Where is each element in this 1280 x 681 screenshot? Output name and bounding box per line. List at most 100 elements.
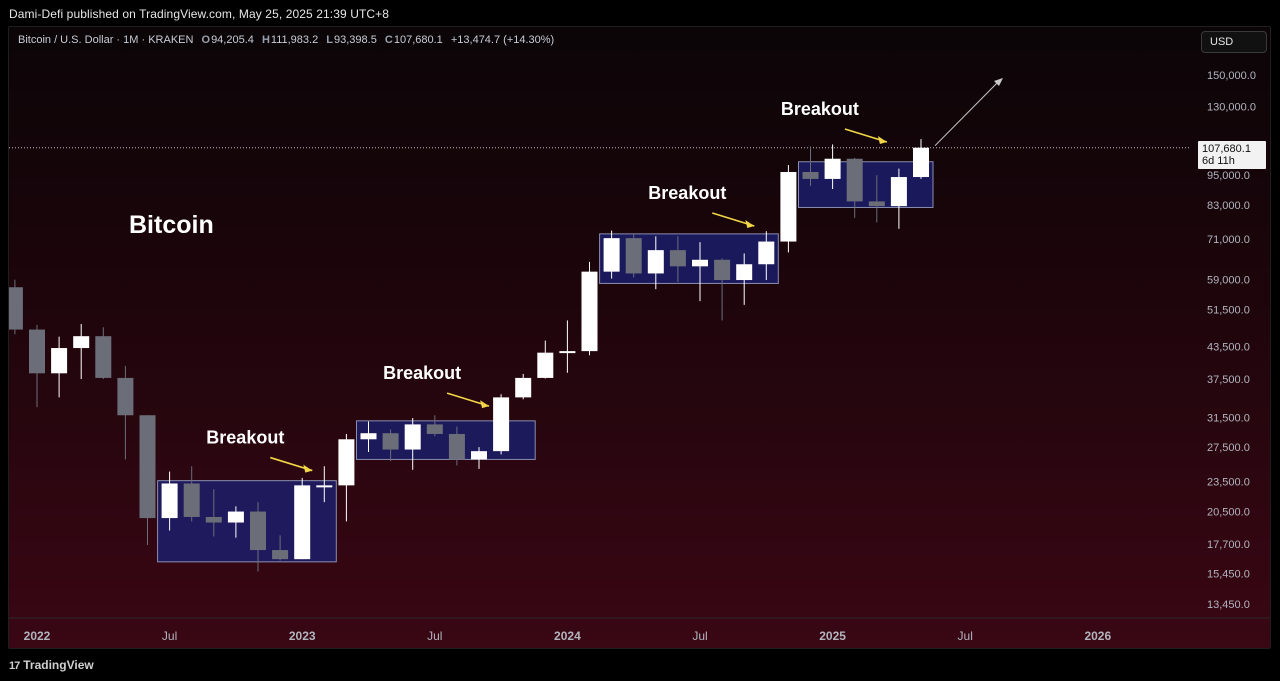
candle-body [669,250,686,267]
candle-body [913,147,929,178]
candle-body [426,424,443,434]
candle-body [515,377,532,398]
price-axis-label: 17,700.0 [1207,539,1250,551]
low-label: L [326,34,334,46]
price-axis-label: 83,000.0 [1207,200,1250,212]
candle-body [382,433,399,450]
time-axis-label: 2026 [1084,629,1111,643]
candle-body [625,238,642,274]
price-axis-label: 95,000.0 [1207,170,1250,182]
candle-body [780,171,797,242]
trend-arrowhead [994,78,1003,86]
candle-body [73,336,90,349]
candle-body [647,250,664,274]
candle-body [603,238,620,272]
breakout-arrowhead [877,136,887,145]
time-axis-label: 2024 [554,629,581,643]
candle-body [29,329,45,374]
symbol-legend: Bitcoin / U.S. Dollar · 1M · KRAKEN O94,… [18,34,559,46]
candle-body [692,259,708,267]
candle-body [758,241,775,265]
candle-body [117,377,134,416]
candle-body [316,485,333,488]
candle-body [272,550,289,560]
publisher-bar: Dami-Defi published on TradingView.com, … [0,0,1280,26]
bar-countdown: 6d 11h [1202,155,1235,167]
breakout-arrowhead [480,400,490,409]
publisher-line: Dami-Defi published on TradingView.com, … [9,7,390,21]
time-axis-label: Jul [692,629,707,643]
candle-body [736,264,753,281]
candle-body [890,177,907,207]
candle-body [360,433,377,440]
candle-body [161,483,178,519]
price-axis-label: 20,500.0 [1207,507,1250,519]
close-value: 107,680.1 [393,34,443,46]
time-axis-label: Jul [162,629,177,643]
time-axis-label: Jul [427,629,442,643]
candle-body [846,158,863,202]
candle-body [294,485,311,560]
candle-body [227,511,244,523]
candle-body [250,511,266,551]
trend-arrow [934,78,1002,147]
low-value: 93,398.5 [334,34,377,46]
symbol-name[interactable]: Bitcoin / U.S. Dollar · 1M · KRAKEN [18,34,194,46]
candle-body [205,516,222,523]
candle-body [493,397,510,452]
open-value: 94,205.4 [211,34,254,46]
price-axis-label: 15,450.0 [1207,569,1250,581]
consolidation-zone [798,161,934,208]
candle-body [139,415,156,519]
candlestick-chart[interactable]: Breakout Breakout Breakout Breakout Bitcoin 1… [9,27,1271,649]
candle-body [471,451,487,460]
tradingview-mark-icon: 17 [9,660,20,672]
breakout-label: Breakout [648,183,726,203]
price-axis-label: 23,500.0 [1207,477,1250,489]
close-label: C [384,34,393,46]
candle-body [714,259,731,281]
breakout-arrowhead [745,220,755,229]
candle-body [95,336,112,378]
footer: 17 TradingView [0,650,1280,681]
breakout-label: Breakout [781,99,859,119]
price-axis-label: 59,000.0 [1207,275,1250,287]
chart-pane[interactable]: Breakout Breakout Breakout Breakout Bitcoin 1… [8,26,1271,649]
candle-body [9,287,23,330]
currency-button[interactable]: USD [1201,31,1267,53]
time-axis-label: 2022 [24,629,51,643]
candle-body [448,433,465,460]
price-axis-label: 71,000.0 [1207,234,1250,246]
candle-body [537,352,554,378]
open-label: O [201,34,211,46]
candle-body [404,424,421,450]
time-axis-label: 2025 [819,629,846,643]
breakout-arrowhead [303,464,313,473]
last-price-value: 107,680.1 [1202,143,1251,155]
candle-body [338,439,355,486]
candle-body [581,271,598,352]
candle-body [559,351,576,354]
candle-body [183,483,200,517]
chart-title: Bitcoin [129,211,214,239]
tradingview-brand: TradingView [23,658,94,672]
candle-body [868,201,885,207]
change-value: +13,474.7 (+14.30%) [450,34,555,46]
last-price-tag: 107,680.1 6d 11h [1198,141,1266,169]
breakout-label: Breakout [383,363,461,383]
price-axis-label: 150,000.0 [1207,70,1256,82]
price-axis-label: 130,000.0 [1207,101,1256,113]
candle-body [802,171,819,179]
high-label: H [261,34,270,46]
price-axis-label: 51,500.0 [1207,304,1250,316]
price-axis-label: 37,500.0 [1207,374,1250,386]
breakout-label: Breakout [206,428,284,448]
price-axis-label: 43,500.0 [1207,342,1250,354]
high-value: 111,983.2 [270,34,319,46]
price-axis-label: 31,500.0 [1207,412,1250,424]
time-axis-label: 2023 [289,629,316,643]
tradingview-logo[interactable]: 17 TradingView [9,658,94,672]
price-axis-label: 13,450.0 [1207,599,1250,611]
time-axis-label: Jul [958,629,973,643]
candle-body [824,158,841,179]
